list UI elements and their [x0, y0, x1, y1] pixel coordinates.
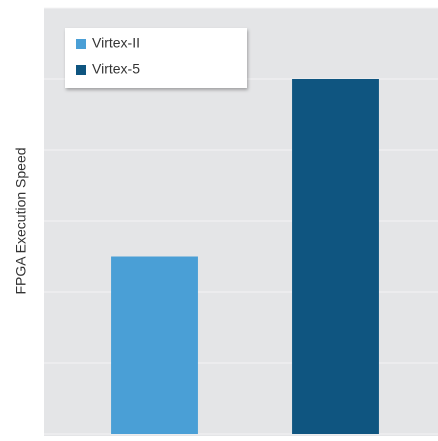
legend-swatch: [76, 65, 86, 75]
bar: [111, 256, 198, 434]
legend-box: [65, 28, 247, 88]
legend-swatch: [76, 39, 86, 49]
y-axis-label: FPGA Execution Speed: [13, 147, 29, 294]
bar: [292, 79, 379, 434]
legend: Virtex-II Virtex-5: [65, 28, 247, 88]
legend-label: Virtex-II: [92, 35, 140, 51]
legend-label: Virtex-5: [92, 61, 140, 77]
